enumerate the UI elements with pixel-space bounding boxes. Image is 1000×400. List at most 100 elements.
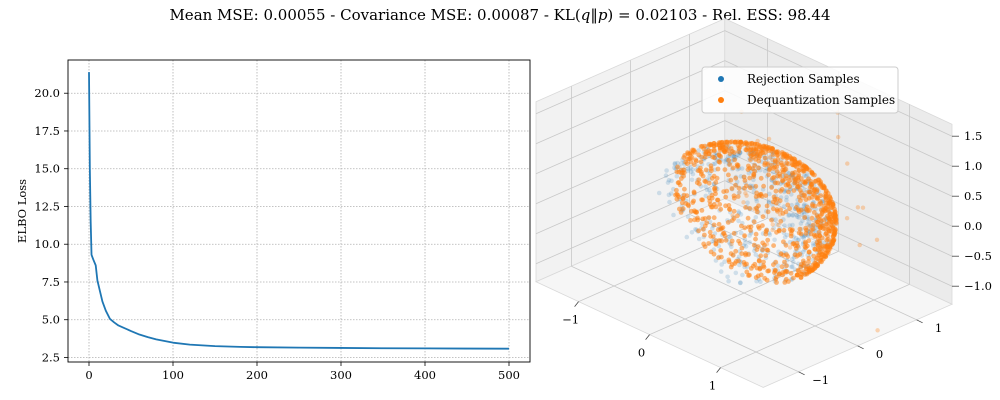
elbo-ytick-label: 20.0 xyxy=(34,86,60,100)
rejection-sample-point xyxy=(758,279,763,285)
dequantization-sample-point xyxy=(710,234,716,240)
dequantization-sample-point xyxy=(775,180,781,186)
dequantization-sample-point xyxy=(806,255,812,261)
dequantization-sample-point xyxy=(764,241,770,247)
dequantization-sample-point xyxy=(796,268,802,274)
rejection-sample-point xyxy=(699,221,705,227)
dequantization-sample-point xyxy=(791,176,797,182)
rejection-sample-point xyxy=(745,200,750,205)
dequantization-sample-point xyxy=(827,200,832,206)
dequantization-sample-point xyxy=(733,175,739,181)
dequantization-sample-point xyxy=(727,162,733,168)
dequantization-sample-point xyxy=(715,166,721,172)
rejection-sample-point xyxy=(667,199,672,205)
rejection-sample-point xyxy=(688,169,694,175)
dequantization-sample-point xyxy=(696,228,701,234)
dequantization-sample-point xyxy=(875,328,880,333)
dequantization-sample-point xyxy=(680,170,686,175)
dequantization-sample-point xyxy=(678,176,684,181)
dequantization-sample-point xyxy=(785,254,791,259)
dequantization-sample-point xyxy=(766,160,771,166)
dequantization-sample-point xyxy=(786,189,791,195)
rejection-sample-point xyxy=(733,270,739,276)
dequantization-sample-point xyxy=(805,263,811,269)
dequantization-sample-point xyxy=(819,255,825,260)
rejection-sample-point xyxy=(690,167,695,172)
elbo-series xyxy=(88,72,510,350)
dequantization-sample-point xyxy=(821,226,826,231)
elbo-xtick-label: 500 xyxy=(498,368,520,382)
dequantization-sample-point xyxy=(707,229,713,235)
dequantization-sample-point xyxy=(747,206,753,211)
dequantization-sample-point xyxy=(812,179,818,184)
dequantization-sample-point xyxy=(796,207,802,213)
dequantization-sample-point xyxy=(730,252,736,258)
dequantization-sample-point xyxy=(761,183,766,189)
dequantization-sample-point xyxy=(828,222,834,228)
z-tick-label: 1.5 xyxy=(964,129,982,143)
rejection-sample-point xyxy=(747,233,752,238)
dequantization-sample-point xyxy=(844,216,850,221)
dequantization-sample-point xyxy=(699,171,704,177)
dequantization-sample-point xyxy=(770,227,775,233)
z-tick-label: 0.5 xyxy=(964,189,982,203)
dequantization-sample-point xyxy=(829,205,835,211)
dequantization-sample-point xyxy=(812,234,818,239)
legend-box xyxy=(701,66,899,114)
z-tick-label: −0.5 xyxy=(964,249,992,263)
dequantization-sample-point xyxy=(781,227,787,233)
rejection-sample-point xyxy=(690,171,696,177)
dequantization-sample-point xyxy=(747,272,752,278)
dequantization-sample-point xyxy=(818,193,824,199)
dequantization-sample-point xyxy=(798,275,804,280)
dequantization-sample-point xyxy=(754,190,759,196)
dequantization-sample-point xyxy=(775,152,781,158)
dequantization-sample-point xyxy=(786,161,791,167)
dequantization-sample-point xyxy=(763,144,769,149)
elbo-axes-frame xyxy=(67,59,531,363)
dequantization-sample-point xyxy=(803,197,809,203)
scatter3d-ticks: −1.0 −0.5 0.0 0.5 1.0 1.5 −1 0 1 −1 0 1 xyxy=(562,129,992,392)
dequantization-sample-point xyxy=(783,276,789,282)
dequantization-sample-point xyxy=(730,165,736,171)
dequantization-sample-point xyxy=(781,239,786,245)
rejection-sample-point xyxy=(684,234,690,240)
rejection-sample-point xyxy=(772,237,777,243)
dequantization-sample-point xyxy=(723,194,729,200)
dequantization-sample-point xyxy=(787,245,793,250)
dequantization-sample-point xyxy=(729,238,735,244)
dequantization-sample-point xyxy=(718,248,724,253)
dequantization-sample-point xyxy=(684,193,690,199)
dequantization-sample-point xyxy=(711,222,717,228)
dequantization-sample-point xyxy=(712,186,717,192)
rejection-sample-point xyxy=(707,187,712,193)
dequantization-sample-point xyxy=(752,261,758,267)
rejection-sample-point xyxy=(736,209,741,214)
dequantization-sample-point xyxy=(732,261,738,266)
dequantization-sample-point xyxy=(787,184,792,190)
dequantization-sample-point xyxy=(752,163,757,168)
dequantization-sample-point xyxy=(823,250,828,256)
dequantization-sample-point xyxy=(748,224,754,230)
dequantization-sample-point xyxy=(794,254,799,260)
dequantization-sample-point xyxy=(716,159,722,164)
dequantization-sample-point xyxy=(860,205,866,210)
dequantization-sample-point xyxy=(779,187,785,192)
elbo-xtick-label: 400 xyxy=(414,368,436,382)
dequantization-sample-point xyxy=(723,203,728,209)
dequantization-sample-point xyxy=(787,174,792,180)
dequantization-sample-point xyxy=(828,196,834,202)
dequantization-sample-point xyxy=(735,213,740,219)
rejection-sample-point xyxy=(671,212,676,218)
grid-z-right xyxy=(724,120,953,227)
rejection-sample-point xyxy=(747,240,752,245)
dequantization-sample-point xyxy=(777,171,782,177)
y-tick-mark xyxy=(857,345,864,350)
x-tick-mark xyxy=(645,334,650,340)
dequantization-sample-point xyxy=(780,211,786,216)
dequantization-sample-point xyxy=(764,277,770,283)
dequantization-sample-point xyxy=(691,162,697,168)
rejection-sample-point xyxy=(789,202,794,208)
dequantization-sample-point xyxy=(739,251,745,256)
dequantization-sample-point xyxy=(674,187,679,193)
